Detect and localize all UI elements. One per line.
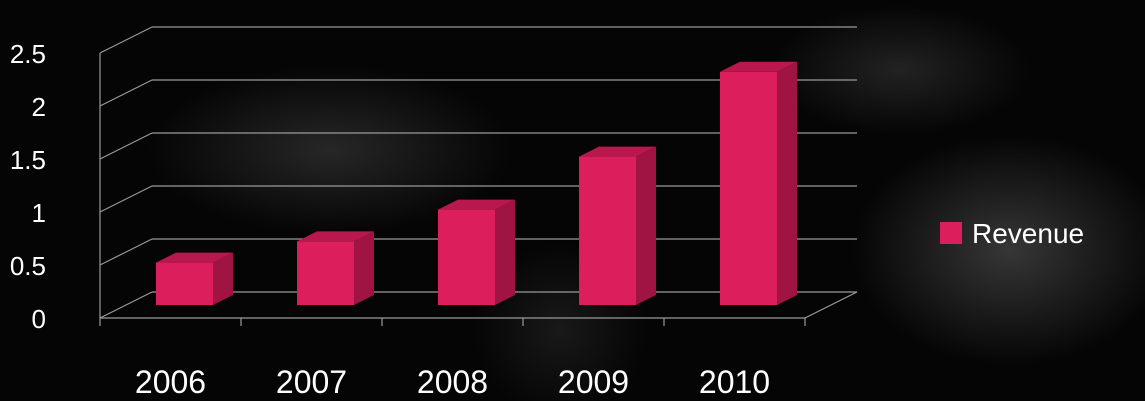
gridline-side-2 bbox=[99, 79, 153, 107]
y-tick-label-2: 2 bbox=[32, 92, 46, 122]
x-tick-label-2009: 2009 bbox=[558, 364, 629, 400]
y-tick-label-2-5: 2.5 bbox=[10, 39, 46, 69]
labels: 0 0.5 1 1.5 2 2.5 2006 2007 2008 2009 2010 bbox=[10, 39, 770, 400]
bar-side-2006 bbox=[213, 252, 233, 305]
bar-2009 bbox=[579, 146, 656, 305]
x-tick-label-2008: 2008 bbox=[417, 364, 488, 400]
bar-2010 bbox=[720, 61, 797, 305]
axes bbox=[99, 53, 806, 326]
y-tick-label-1-5: 1.5 bbox=[10, 145, 46, 175]
gridline-side-0.5 bbox=[99, 238, 153, 266]
bar-front-2010 bbox=[720, 71, 777, 305]
gridline-side-0 bbox=[99, 291, 153, 319]
floor-right-edge bbox=[804, 291, 858, 319]
x-tick-label-2007: 2007 bbox=[276, 364, 347, 400]
bar-side-2009 bbox=[636, 146, 656, 305]
gridline-side-1 bbox=[99, 185, 153, 213]
bar-top-2006 bbox=[156, 252, 233, 263]
legend: Revenue bbox=[940, 218, 1084, 249]
x-tick-label-2006: 2006 bbox=[135, 364, 206, 400]
bar-2007 bbox=[297, 231, 374, 305]
bar-front-2006 bbox=[156, 262, 213, 305]
legend-label-revenue: Revenue bbox=[972, 218, 1084, 249]
bar-2006 bbox=[156, 252, 233, 305]
bar-front-2007 bbox=[297, 241, 354, 305]
legend-swatch-revenue bbox=[940, 222, 962, 244]
bar-top-2007 bbox=[297, 231, 374, 242]
bar-2008 bbox=[438, 199, 515, 305]
bar-front-2008 bbox=[438, 209, 495, 305]
bar-side-2007 bbox=[354, 231, 374, 305]
gridline-side-2.5 bbox=[99, 26, 153, 54]
gridline-side-1.5 bbox=[99, 132, 153, 160]
x-tick-label-2010: 2010 bbox=[699, 364, 770, 400]
bars bbox=[156, 61, 797, 305]
bar-top-2008 bbox=[438, 199, 515, 210]
bar-side-2008 bbox=[495, 199, 515, 305]
y-tick-label-0: 0 bbox=[32, 304, 46, 334]
bar-top-2009 bbox=[579, 146, 656, 157]
y-tick-label-1: 1 bbox=[32, 198, 46, 228]
bar-side-2010 bbox=[777, 61, 797, 305]
bar-top-2010 bbox=[720, 61, 797, 72]
y-tick-label-0-5: 0.5 bbox=[10, 251, 46, 281]
bar-front-2009 bbox=[579, 156, 636, 305]
